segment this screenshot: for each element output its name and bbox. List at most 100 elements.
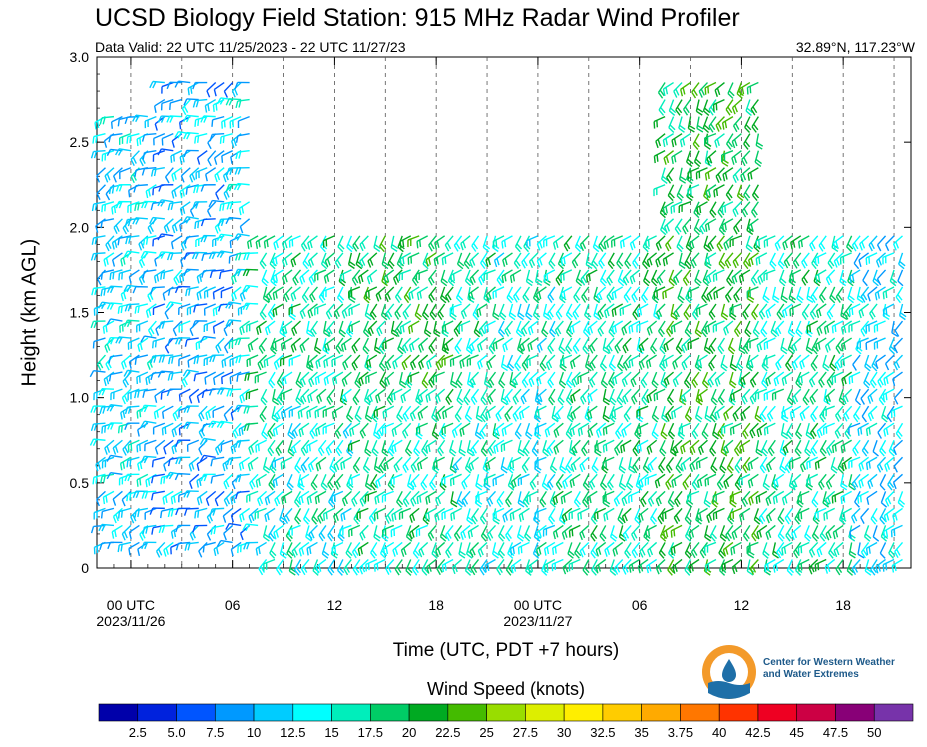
- colorbar-swatch: [718, 703, 759, 722]
- wind-barb: [678, 116, 686, 133]
- wind-barb: [194, 132, 208, 144]
- wind-barb: [408, 337, 420, 353]
- wind-barb: [574, 235, 583, 253]
- wind-barb: [91, 286, 106, 296]
- wind-barb: [791, 354, 802, 371]
- wind-barb: [300, 388, 310, 405]
- wind-barb: [234, 439, 250, 449]
- wind-barb: [314, 371, 327, 385]
- wind-barb: [639, 541, 649, 558]
- wind-barb: [476, 337, 488, 353]
- wind-barb: [814, 507, 827, 521]
- wind-barb: [587, 320, 598, 336]
- wind-barb: [416, 235, 429, 249]
- wind-barb: [141, 541, 157, 550]
- wind-barb: [491, 542, 500, 559]
- wind-barb: [599, 269, 608, 287]
- wind-barb: [468, 456, 479, 472]
- wind-barb: [298, 422, 310, 438]
- wind-barb: [591, 456, 599, 474]
- wind-barb: [543, 269, 556, 283]
- wind-barb: [201, 388, 216, 399]
- wind-barb: [819, 525, 827, 542]
- wind-barb: [756, 337, 768, 353]
- wind-barb: [488, 337, 497, 355]
- wind-barb: [123, 250, 140, 259]
- wind-barb: [709, 201, 717, 219]
- wind-barb: [740, 167, 751, 183]
- wind-barb: [237, 115, 250, 129]
- wind-barb: [756, 524, 768, 540]
- wind-barb: [622, 269, 632, 286]
- wind-barb: [713, 286, 725, 300]
- wind-barb: [841, 456, 853, 472]
- wind-barb: [210, 456, 225, 467]
- wind-barb: [374, 490, 386, 505]
- wind-barb: [376, 422, 386, 439]
- wind-barb: [535, 541, 547, 557]
- y-axis-label: Height (km AGL): [18, 238, 41, 387]
- wind-barb: [163, 541, 174, 557]
- wind-barb: [299, 371, 310, 388]
- wind-barb: [689, 439, 700, 456]
- wind-barb: [848, 371, 861, 385]
- wind-barb: [199, 437, 216, 446]
- wind-barb: [822, 422, 835, 435]
- wind-barb: [687, 116, 696, 133]
- wind-barb: [599, 354, 608, 372]
- wind-barb: [710, 388, 719, 406]
- wind-barb: [875, 252, 887, 268]
- data-valid-range: Data Valid: 22 UTC 11/25/2023 - 22 UTC 1…: [95, 39, 406, 55]
- wind-barb: [894, 541, 904, 559]
- wind-barb: [873, 337, 886, 350]
- wind-barb: [183, 490, 199, 498]
- wind-barb: [814, 558, 827, 572]
- wind-barb: [298, 490, 310, 505]
- wind-barb: [890, 405, 903, 419]
- wind-barb: [815, 303, 827, 319]
- wind-barb: [90, 405, 106, 413]
- wind-barb: [597, 320, 607, 337]
- wind-barb: [520, 388, 530, 405]
- wind-barb: [611, 303, 624, 317]
- wind-barb: [216, 387, 233, 395]
- wind-barb: [398, 269, 411, 282]
- x-tick-label: 00 UTC: [107, 597, 155, 613]
- wind-barb: [701, 320, 709, 338]
- wind-barb: [192, 524, 208, 533]
- wind-barb: [723, 439, 734, 455]
- wind-barb: [708, 337, 717, 355]
- wind-barb: [288, 405, 301, 418]
- wind-barb: [536, 252, 547, 268]
- wind-barb: [364, 303, 373, 321]
- wind-barb: [592, 235, 601, 253]
- wind-barb: [651, 422, 659, 440]
- wind-barb: [362, 456, 371, 474]
- wind-barb: [171, 218, 183, 234]
- y-tick-label: 0: [81, 560, 89, 576]
- wind-barb: [662, 354, 674, 369]
- wind-barb: [882, 286, 895, 300]
- wind-barb: [569, 473, 581, 488]
- wind-barb: [367, 320, 378, 337]
- wind-barb: [752, 320, 760, 338]
- wind-barb: [667, 491, 676, 508]
- wind-barb: [691, 303, 700, 321]
- wind-barb: [608, 354, 617, 372]
- wind-barb: [413, 439, 421, 457]
- wind-barb: [341, 490, 352, 507]
- wind-barb: [200, 218, 216, 227]
- wind-barb: [104, 167, 115, 183]
- wind-barb: [365, 354, 378, 369]
- wind-barb: [741, 388, 751, 405]
- wind-barb: [763, 235, 776, 248]
- wind-barb: [861, 439, 870, 457]
- wind-barb: [409, 354, 420, 371]
- wind-barb: [799, 456, 810, 473]
- wind-barb: [668, 269, 676, 287]
- wind-barb: [290, 337, 301, 353]
- wind-barb: [423, 320, 432, 338]
- wind-barb: [517, 303, 525, 321]
- wind-barb: [587, 422, 598, 438]
- wind-barb: [512, 405, 522, 422]
